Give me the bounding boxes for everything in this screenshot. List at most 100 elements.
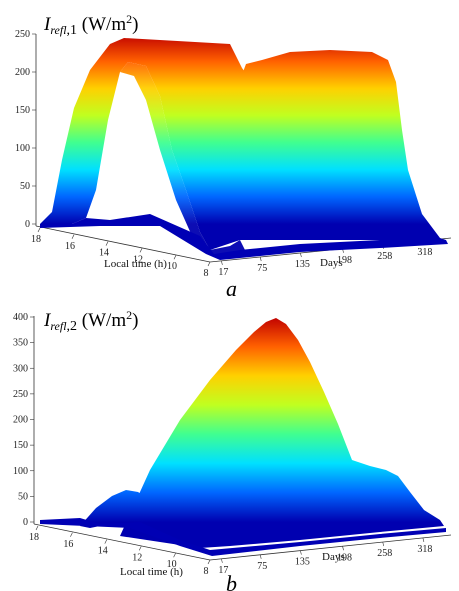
panel-b-title-index: ,2	[67, 319, 78, 334]
chart-panel-a: 0 50 100 150 200 250 18 16 14 12 10 8 17 75 135 198 25…	[15, 12, 452, 301]
panel-a-title-main: I	[43, 14, 52, 35]
a-x-tick-label: 16	[65, 241, 75, 252]
panel-b-title-unit-pre: (W/m	[77, 310, 126, 331]
a-x-tick-label: 12	[133, 254, 143, 265]
panel-b-xlabel: Local time (h)	[120, 566, 183, 578]
b-z-tick-label: 200	[13, 415, 28, 426]
a-z-tick-label: 0	[25, 219, 30, 230]
b-y-tick	[342, 546, 344, 551]
panel-b-surface	[40, 318, 446, 556]
panel-b-surface-main	[120, 318, 444, 548]
panel-b-title-sub: refl	[50, 319, 67, 333]
panel-a-xlabel: Local time (h)	[104, 258, 167, 270]
panel-a-surface	[40, 38, 448, 260]
panel-b-title: Irefl,2 (W/m2)	[43, 308, 138, 334]
a-x-tick-label: 14	[99, 248, 109, 259]
b-y-tick-label: 75	[257, 561, 267, 572]
a-x-tick	[105, 241, 109, 246]
a-z-tick-label: 50	[20, 181, 30, 192]
b-y-tick	[422, 537, 425, 542]
b-x-tick	[207, 559, 211, 565]
a-z-tick-label: 150	[15, 105, 30, 116]
a-y-tick	[221, 260, 223, 265]
panel-a-surface-back-peak	[230, 50, 446, 240]
panel-a-title-index: ,1	[67, 23, 78, 38]
a-z-tick-label: 100	[15, 143, 30, 154]
panel-b-title-unit-post: )	[132, 310, 138, 331]
b-y-tick	[259, 554, 262, 559]
b-z-tick-label: 250	[13, 389, 28, 400]
chart-panel-b: 0 50 100 150 200 250 300 350 400 18 16 14 12 10 8 17 7…	[13, 308, 452, 591]
b-y-tick-label: 318	[417, 544, 432, 555]
a-x-tick	[37, 227, 41, 233]
b-x-tick-label: 8	[204, 566, 209, 577]
panel-a-title-sub: refl	[50, 23, 67, 37]
b-y-tick	[382, 542, 385, 547]
panel-a-title-unit-post: )	[132, 14, 138, 35]
panel-b-ylabel: Days	[322, 551, 345, 563]
a-y-tick-label: 135	[295, 259, 310, 270]
panel-b-surface-left-bump	[80, 490, 180, 540]
b-y-tick-label: 135	[295, 557, 310, 568]
a-x-tick	[139, 248, 143, 253]
b-x-tick-label: 14	[98, 546, 108, 557]
a-x-tick-label: 18	[31, 234, 41, 245]
a-x-tick	[207, 261, 211, 267]
a-y-tick	[259, 256, 262, 262]
b-x-tick	[70, 532, 73, 537]
panel-a-title-unit-pre: (W/m	[77, 14, 126, 35]
a-y-tick-label: 318	[417, 247, 432, 258]
a-x-tick-label: 8	[204, 268, 209, 279]
b-z-tick-label: 100	[13, 466, 28, 477]
b-z-tick-label: 300	[13, 363, 28, 374]
b-z-tick-label: 350	[13, 338, 28, 349]
a-x-tick	[173, 255, 177, 260]
panel-a-surface-front-slope	[120, 62, 246, 258]
b-x-tick-label: 10	[167, 559, 177, 570]
b-x-tick-label: 12	[132, 552, 142, 563]
panel-b-base	[40, 518, 446, 556]
b-x-tick-label: 18	[29, 532, 39, 543]
panel-b-axes	[33, 316, 452, 561]
a-y-tick-label: 17	[218, 267, 228, 278]
a-y-tick-label: 75	[257, 263, 267, 274]
b-x-tick	[173, 553, 176, 558]
b-x-tick	[104, 539, 108, 544]
a-y-tick-label: 258	[377, 251, 392, 262]
b-y-tick-label: 198	[337, 552, 352, 563]
a-z-tick-label: 200	[15, 67, 30, 78]
b-y-tick-label: 258	[377, 548, 392, 559]
panel-b-x-ticks: 18 16 14 12 10 8	[29, 525, 211, 577]
panel-a-label: a	[226, 276, 237, 301]
b-x-tick-label: 16	[63, 539, 73, 550]
b-x-tick	[35, 525, 39, 531]
b-x-tick	[138, 546, 142, 551]
b-y-tick-label: 17	[218, 565, 228, 576]
panel-b-z-ticks: 0 50 100 150 200 250 300 350 400	[13, 312, 34, 528]
panel-a-ylabel: Days	[320, 257, 343, 269]
b-z-tick-label: 0	[23, 517, 28, 528]
panel-a-base	[40, 214, 448, 260]
panel-a-title: Irefl,1 (W/m2)	[43, 12, 138, 38]
panel-b-label: b	[226, 571, 237, 591]
panel-b-y-ticks: 17 75 135 198 258 318	[218, 537, 432, 576]
a-y-tick	[300, 252, 302, 258]
panel-b-y-axis-line	[209, 534, 452, 561]
panel-a-title-unit-exp: 2	[126, 12, 132, 26]
a-x-tick	[71, 234, 75, 239]
b-z-tick-label: 150	[13, 440, 28, 451]
a-z-tick-label: 250	[15, 29, 30, 40]
panel-b-title-main: I	[43, 310, 52, 331]
b-z-tick-label: 400	[13, 312, 28, 323]
b-y-tick	[221, 558, 223, 563]
b-z-tick-label: 50	[18, 491, 28, 502]
panel-b-title-unit-exp: 2	[126, 308, 132, 322]
panel-a-surface-front-ridge	[40, 38, 270, 250]
panel-a-z-ticks: 0 50 100 150 200 250	[15, 29, 36, 230]
a-y-tick-label: 198	[337, 255, 352, 266]
panel-a-x-axis-line	[35, 225, 211, 263]
panel-b-x-axis-line	[33, 523, 211, 561]
panel-a-x-ticks: 18 16 14 12 10 8	[31, 227, 211, 279]
b-y-tick	[300, 550, 302, 555]
